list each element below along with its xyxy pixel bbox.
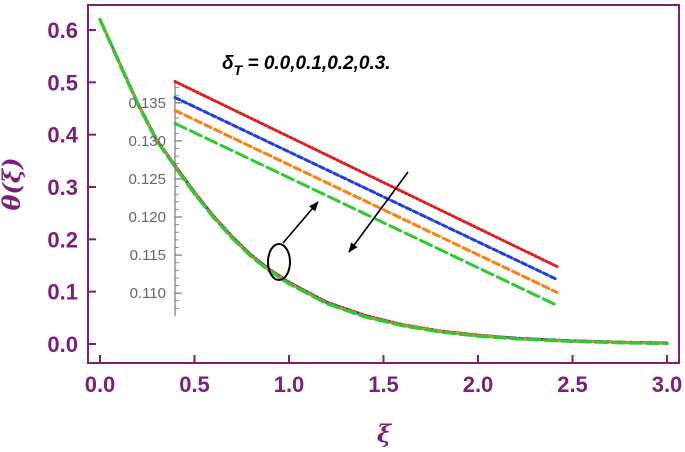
inset-y-ticks: 0.110 0.115 0.120 0.125 0.130 0.135 bbox=[128, 87, 182, 309]
inset-tick-label: 0.120 bbox=[128, 209, 166, 226]
inset-tick-label: 0.130 bbox=[128, 133, 166, 150]
parameter-annotation: δT = 0.0,0.1,0.2,0.3. bbox=[222, 53, 391, 78]
x-axis-title: ξ bbox=[377, 419, 393, 448]
main-series-group bbox=[98, 17, 669, 346]
x-tick-label: 1.5 bbox=[368, 372, 399, 397]
zoom-ellipse bbox=[267, 243, 291, 281]
x-tick-label: 0.0 bbox=[85, 372, 116, 397]
x-tick-label: 1.0 bbox=[274, 372, 305, 397]
inset-series-line bbox=[173, 96, 559, 281]
x-tick-label: 2.0 bbox=[463, 372, 494, 397]
decrease-arrow bbox=[348, 171, 409, 253]
y-axis-title: θ(ξ) bbox=[0, 158, 26, 211]
inset-tick-label: 0.125 bbox=[128, 171, 166, 188]
x-tick-label: 3.0 bbox=[652, 372, 683, 397]
y-tick-label: 0.4 bbox=[47, 123, 78, 148]
inset-plot: 0.110 0.115 0.120 0.125 0.130 0.135 bbox=[128, 80, 559, 316]
y-tick-label: 0.5 bbox=[47, 70, 78, 95]
y-tick-label: 0.2 bbox=[47, 227, 78, 252]
inset-tick-label: 0.110 bbox=[130, 285, 166, 302]
annotation-symbol: δ bbox=[222, 53, 234, 74]
y-tick-label: 0.1 bbox=[47, 280, 78, 305]
inset-series-line bbox=[173, 108, 559, 294]
annotation-values: = 0.0,0.1,0.2,0.3. bbox=[242, 53, 390, 74]
y-tick-label: 0.6 bbox=[47, 18, 78, 43]
inset-tick-label: 0.115 bbox=[130, 247, 166, 264]
inset-series-line bbox=[173, 80, 559, 269]
inset-series-line bbox=[173, 121, 559, 307]
x-tick-label: 2.5 bbox=[557, 372, 588, 397]
y-tick-label: 0.3 bbox=[47, 175, 78, 200]
y-tick-label: 0.0 bbox=[47, 332, 78, 357]
annotation-subscript: T bbox=[234, 62, 244, 78]
increase-arrow bbox=[282, 201, 319, 244]
x-tick-label: 0.5 bbox=[179, 372, 210, 397]
x-axis-ticks: 0.0 0.5 1.0 1.5 2.0 2.5 3.0 bbox=[85, 355, 683, 397]
y-axis-ticks: 0.0 0.1 0.2 0.3 0.4 0.5 0.6 bbox=[47, 18, 96, 357]
main-series-line bbox=[98, 17, 669, 346]
inset-series-group bbox=[173, 80, 559, 307]
inset-tick-label: 0.135 bbox=[128, 95, 166, 112]
